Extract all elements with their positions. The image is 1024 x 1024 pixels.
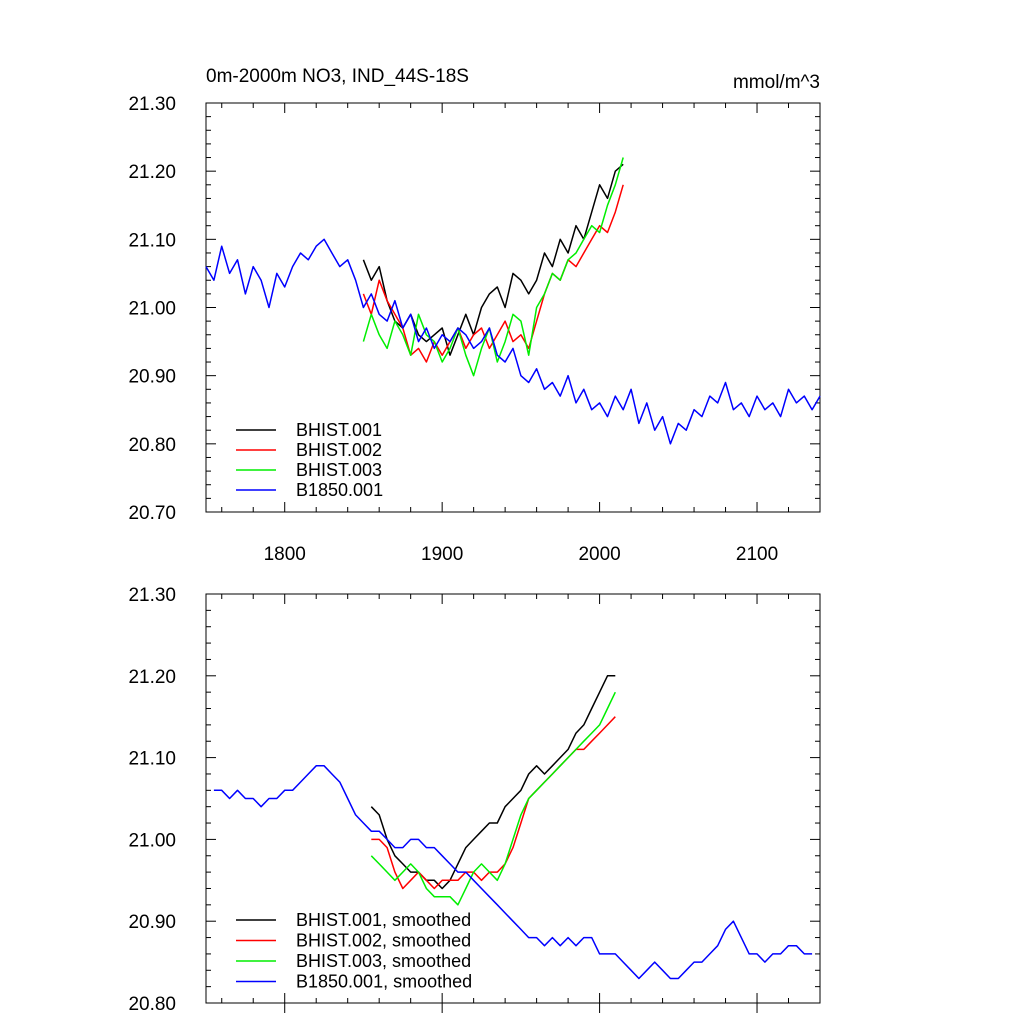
bottom-plot-frame: [205, 593, 821, 1004]
bottom-plot-area: 20.80 20.90 21.00 21.10 21.20 21.30: [128, 585, 821, 1015]
top-y-tick-label: 20.70: [128, 503, 176, 524]
top-y-tick-label: 21.20: [128, 162, 176, 183]
bottom-series-line-4: [213, 765, 813, 980]
bottom-legend-label-3: BHIST.003, smoothed: [296, 951, 471, 971]
top-legend-label-4: B1850.001: [296, 480, 383, 500]
bottom-y-tick-label: 21.00: [128, 830, 176, 851]
top-series-line-3: [362, 157, 624, 377]
top-panel: 0m-2000m NO3, IND_44S-18S mmol/m^3 20.70…: [128, 66, 821, 565]
top-x-tick-label: 2100: [736, 544, 778, 565]
top-series-line-4: [205, 238, 821, 445]
bottom-y-tick-label: 21.20: [128, 667, 176, 688]
bottom-legend-label-1: BHIST.001, smoothed: [296, 910, 471, 930]
bottom-y-tick-label: 20.80: [128, 994, 176, 1015]
bottom-series-line-1: [370, 675, 616, 890]
top-y-tick-label: 21.30: [128, 94, 176, 115]
top-legend-label-2: BHIST.002: [296, 440, 382, 460]
top-y-tick-label: 21.10: [128, 230, 176, 251]
top-y-tick-label: 20.90: [128, 367, 176, 388]
bottom-series-line-2: [371, 716, 616, 890]
top-x-tick-label: 2000: [578, 544, 620, 565]
top-x-tick-label: 1900: [421, 544, 463, 565]
bottom-series-line-3: [370, 691, 616, 906]
bottom-legend-label-4: B1850.001, smoothed: [296, 972, 472, 992]
bottom-y-tick-label: 20.90: [128, 912, 176, 933]
bottom-y-tick-label: 21.10: [128, 749, 176, 770]
top-plot-area: 20.70 20.80 20.90 21.00 21.10 21.20 21.30 1800 1…: [128, 94, 821, 565]
bottom-legend-label-2: BHIST.002, smoothed: [296, 931, 471, 951]
bottom-panel: 20.80 20.90 21.00 21.10 21.20 21.30 BHIST.001…: [128, 585, 821, 1015]
top-y-tick-label: 21.00: [128, 299, 176, 320]
top-y-tick-label: 20.80: [128, 435, 176, 456]
units-label: mmol/m^3: [733, 72, 820, 93]
top-x-tick-label: 1800: [264, 544, 306, 565]
chart-title: 0m-2000m NO3, IND_44S-18S: [206, 66, 469, 87]
top-legend-label-1: BHIST.001: [296, 420, 382, 440]
top-legend-label-3: BHIST.003: [296, 460, 382, 480]
bottom-y-tick-label: 21.30: [128, 585, 176, 606]
